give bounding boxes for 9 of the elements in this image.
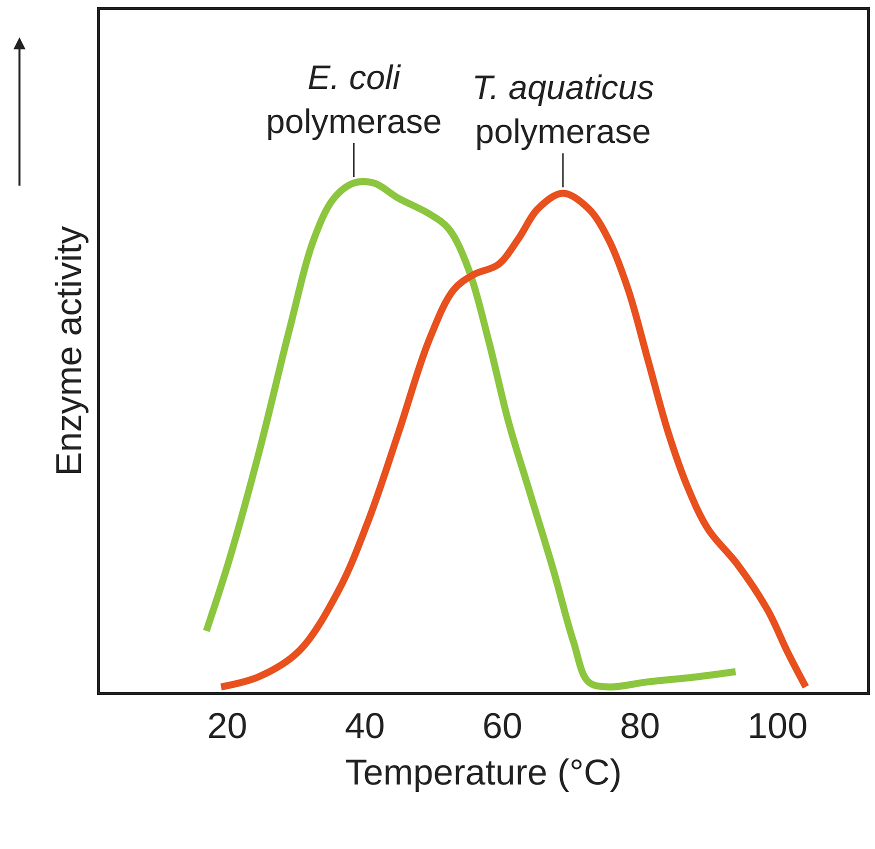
text: E. coli polymerase (266, 59, 442, 142)
x-axis-title: Temperature (°C) (345, 752, 622, 793)
x-tick-label: 40 (344, 704, 385, 746)
x-tick-label: 100 (748, 704, 808, 746)
y-axis-title: Enzyme activity (48, 226, 90, 476)
x-tick-label: 20 (207, 704, 248, 746)
x-tick-label: 80 (620, 704, 660, 746)
x-tick-label: 60 (482, 704, 522, 746)
text: T. aquaticus polymerase (472, 69, 654, 152)
